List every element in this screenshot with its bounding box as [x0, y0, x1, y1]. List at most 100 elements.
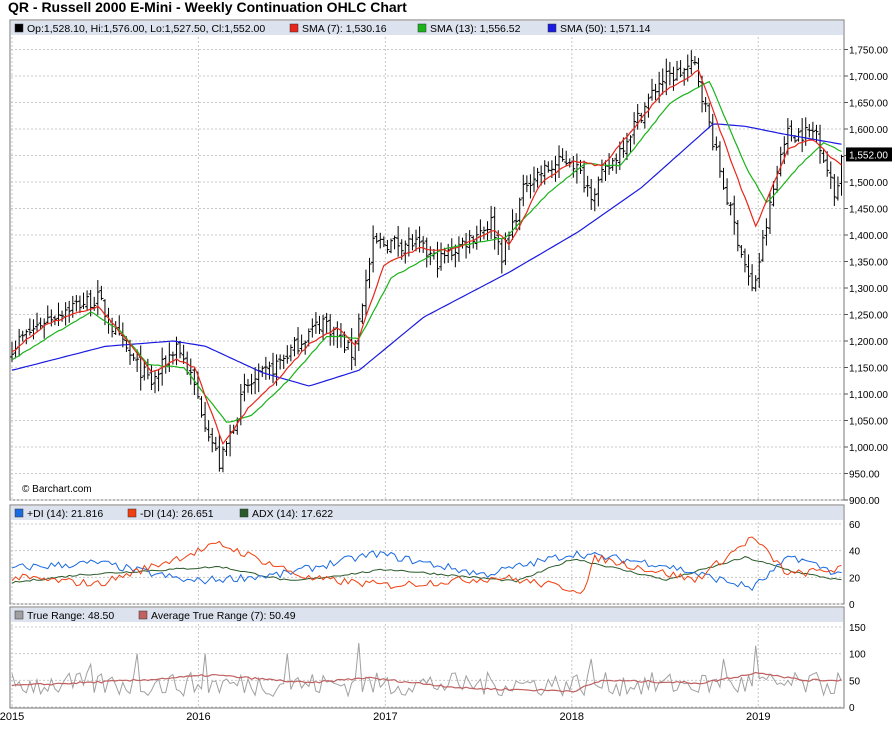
ohlc-bar	[646, 93, 651, 118]
ohlc-bar	[85, 290, 90, 311]
ohlc-bar	[328, 314, 333, 346]
ohlc-bar	[539, 165, 544, 186]
ohlc-bar	[403, 240, 408, 264]
ohlc-bar	[660, 68, 665, 95]
sma7-line	[11, 69, 842, 446]
ohlc-bar	[213, 436, 218, 451]
ohlc-bar	[410, 234, 415, 251]
price-tick-label: 1,700.00	[849, 72, 888, 83]
x-tick-label: 2015	[0, 711, 24, 723]
atr-legend-label: Average True Range (7): 50.49	[151, 610, 296, 622]
ohlc-bar	[292, 336, 297, 357]
ohlc-bar	[199, 396, 204, 418]
ohlc-bar	[396, 225, 401, 257]
price-tick-label: 1,400.00	[849, 231, 888, 242]
x-tick-label: 2019	[746, 711, 770, 723]
ohlc-bar	[760, 229, 765, 262]
ohlc-bar	[800, 118, 805, 153]
sma7-swatch	[289, 23, 299, 33]
sma13-legend-label: SMA (13): 1,556.52	[430, 23, 521, 35]
ohlc-bar	[499, 238, 504, 274]
ohlc-bar	[296, 327, 301, 355]
ohlc-bar	[492, 206, 497, 250]
atr-line	[11, 671, 842, 693]
true_range-legend-label: True Range: 48.50	[27, 610, 114, 622]
price-legend-bar	[11, 21, 843, 35]
ohlc-bar	[592, 188, 597, 212]
ohlc-bar	[614, 153, 619, 174]
ohlc-bar	[703, 97, 708, 113]
price-tick-label: 1,500.00	[849, 178, 888, 189]
ohlc-bar	[381, 236, 386, 248]
ohlc-bar	[27, 318, 32, 336]
ohlc-bar	[385, 239, 390, 254]
price-tick-label: 1,650.00	[849, 99, 888, 110]
tr-tick-label: 0	[849, 703, 855, 714]
ohlc-bar	[721, 167, 726, 190]
ohlc-bar	[528, 174, 533, 199]
ohlc-bar	[628, 135, 633, 153]
ohlc-bar	[181, 344, 186, 364]
price-tick-label: 1,450.00	[849, 205, 888, 216]
ohlc-bar	[203, 401, 208, 432]
ohlc-bar	[810, 121, 815, 141]
adx-legend-label: ADX (14): 17.622	[252, 508, 333, 520]
ohlc-bar	[156, 368, 161, 392]
ohlc-bar	[10, 341, 14, 362]
ohlc-bar	[242, 373, 247, 402]
ohlc-bar	[764, 218, 769, 246]
plus-di-line	[11, 550, 842, 592]
true_range-swatch	[14, 610, 24, 620]
price-tick-label: 1,300.00	[849, 284, 888, 295]
ohlc-bar	[599, 159, 604, 183]
ohlc-bar	[142, 360, 147, 381]
ohlc-bar	[675, 60, 680, 81]
ohlc_icon-legend-label: Op:1,528.10, Hi:1,576.00, Lo:1,527.50, C…	[27, 23, 265, 35]
ohlc-bar	[206, 420, 211, 442]
ohlc-bar	[77, 295, 82, 314]
price-tick-label: 1,200.00	[849, 337, 888, 348]
x-tick-label: 2016	[186, 711, 210, 723]
price-tick-label: 1,600.00	[849, 125, 888, 136]
ohlc-bar	[278, 354, 283, 370]
ohlc-bar	[249, 373, 254, 395]
watermark: © Barchart.com	[22, 484, 92, 495]
x-tick-label: 2018	[560, 711, 584, 723]
ohlc-bar	[356, 313, 361, 351]
ohlc-bar	[153, 371, 158, 394]
true-range-plot	[11, 642, 842, 698]
adx-swatch	[239, 508, 249, 518]
ohlc-bar	[481, 226, 486, 240]
ohlc-bar	[521, 174, 526, 207]
ohlc-bar	[20, 330, 25, 342]
ohlc-bar	[220, 446, 225, 473]
ohlc-bar	[310, 318, 315, 338]
adx-line	[11, 556, 842, 584]
sma50-swatch	[547, 23, 557, 33]
ohlc-bar	[178, 340, 183, 359]
ohlc-bar	[642, 102, 647, 129]
price-tick-label: 1,250.00	[849, 311, 888, 322]
ohlc-bar	[717, 141, 722, 178]
price-tick-label: 900.00	[849, 496, 880, 507]
dmi-legend-bar	[11, 506, 843, 520]
ohlc-bar	[839, 154, 844, 196]
sma50-line	[11, 123, 842, 387]
ohlc-bar	[31, 319, 36, 340]
ohlc-bar	[299, 334, 304, 353]
gridlines	[11, 21, 843, 708]
ohlc-bar	[464, 233, 469, 259]
ohlc-bar	[56, 302, 61, 326]
ohlc-bar	[263, 356, 268, 380]
dmi-legend: +DI (14): 21.816 -DI (14): 26.651 ADX (14)…	[14, 508, 333, 520]
dmi-panel-frame	[9, 504, 845, 605]
ohlc-bar	[710, 113, 715, 151]
ohlc-bar	[81, 292, 86, 309]
ohlc-bar	[392, 235, 397, 250]
ohlc-bar	[678, 60, 683, 78]
tr-tick-label: 100	[849, 650, 866, 661]
ohlc-bar	[414, 229, 419, 252]
tr-tick-label: 50	[849, 676, 861, 687]
ohlc-bar	[95, 280, 100, 316]
